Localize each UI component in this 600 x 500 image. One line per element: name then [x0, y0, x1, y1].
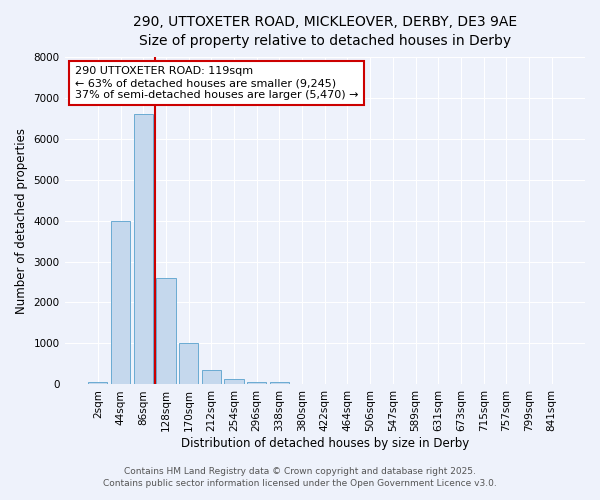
Text: Contains HM Land Registry data © Crown copyright and database right 2025.
Contai: Contains HM Land Registry data © Crown c…	[103, 466, 497, 487]
Bar	[156, 278, 176, 384]
Title: 290, UTTOXETER ROAD, MICKLEOVER, DERBY, DE3 9AE
Size of property relative to det: 290, UTTOXETER ROAD, MICKLEOVER, DERBY, …	[133, 15, 517, 48]
Bar	[179, 344, 198, 384]
Bar	[224, 379, 244, 384]
Bar	[247, 382, 266, 384]
Bar	[134, 114, 153, 384]
Bar	[88, 382, 107, 384]
Text: 290 UTTOXETER ROAD: 119sqm
← 63% of detached houses are smaller (9,245)
37% of s: 290 UTTOXETER ROAD: 119sqm ← 63% of deta…	[75, 66, 358, 100]
Bar	[111, 220, 130, 384]
Bar	[202, 370, 221, 384]
Y-axis label: Number of detached properties: Number of detached properties	[15, 128, 28, 314]
X-axis label: Distribution of detached houses by size in Derby: Distribution of detached houses by size …	[181, 437, 469, 450]
Bar	[270, 382, 289, 384]
